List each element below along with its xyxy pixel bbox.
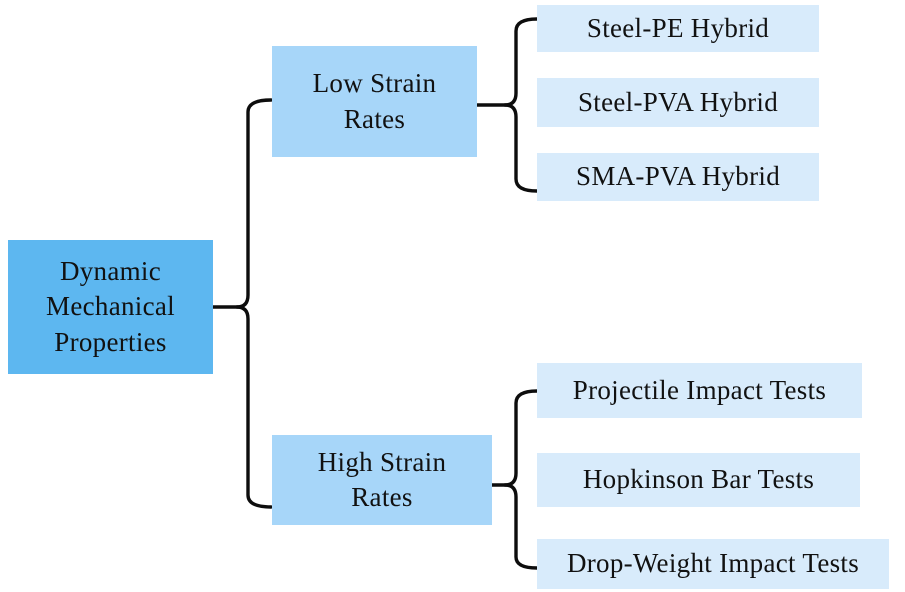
leaf-node-drop-weight-impact-tests: Drop-Weight Impact Tests: [537, 539, 889, 589]
low-strain-label-line-2: Rates: [343, 103, 406, 134]
leaf-label: Steel-PE Hybrid: [586, 12, 770, 43]
low-strain-brace: [503, 17, 539, 193]
leaf-label: Hopkinson Bar Tests: [582, 464, 815, 495]
root-branch-brace: [235, 98, 273, 509]
low-strain-label-line-1: Low Strain: [312, 68, 437, 99]
high-strain-label-line-2: Rates: [351, 482, 413, 512]
leaf-node-steel-pe-hybrid: Steel-PE Hybrid: [537, 5, 819, 52]
leaf-node-steel-pva-hybrid: Steel-PVA Hybrid: [537, 78, 819, 127]
branch-node-high-strain-rates: High Strain Rates: [272, 435, 492, 525]
high-strain-brace: [503, 389, 539, 570]
high-strain-label-line-1: High Strain: [317, 446, 447, 477]
root-label-line-2: Mechanical: [46, 291, 175, 322]
leaf-node-projectile-impact-tests: Projectile Impact Tests: [537, 363, 862, 418]
root-label-line-3: Properties: [54, 326, 167, 357]
leaf-node-sma-pva-hybrid: SMA-PVA Hybrid: [537, 153, 819, 201]
branch-node-low-strain-rates: Low Strain Rates: [272, 46, 477, 157]
leaf-label: Drop-Weight Impact Tests: [566, 548, 860, 579]
leaf-label: Projectile Impact Tests: [572, 374, 827, 405]
leaf-label: Steel-PVA Hybrid: [577, 86, 779, 117]
root-label-line-1: Dynamic: [59, 256, 162, 287]
leaf-label: SMA-PVA Hybrid: [576, 161, 780, 192]
root-node-dynamic-mechanical-properties: Dynamic Mechanical Properties: [8, 240, 213, 374]
leaf-node-hopkinson-bar-tests: Hopkinson Bar Tests: [537, 453, 860, 507]
